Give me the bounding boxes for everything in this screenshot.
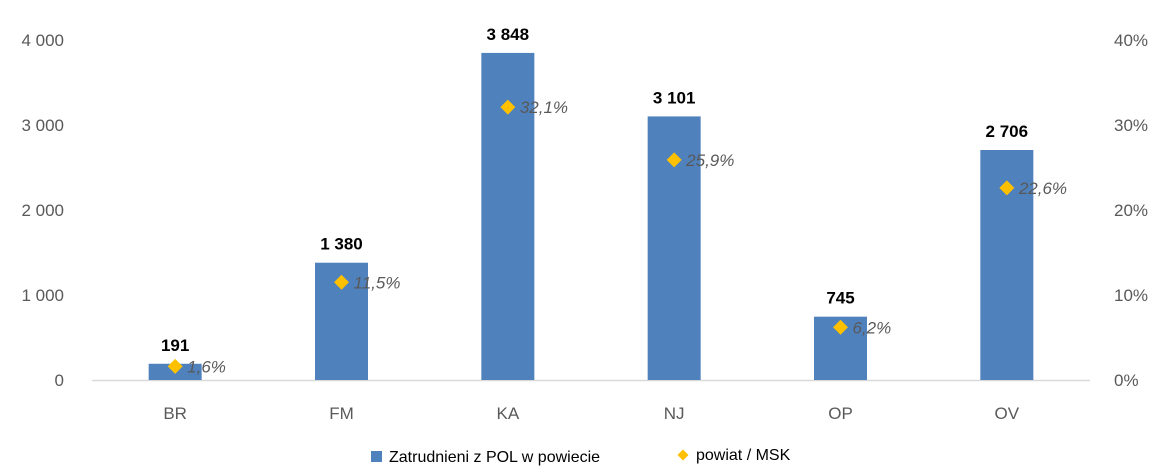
point-fm (334, 274, 349, 290)
y-right-tick-label: 0% (1114, 371, 1139, 390)
y-left-tick-label: 4 000 (21, 31, 64, 50)
point-nj (666, 152, 682, 168)
y-left-tick-label: 0 (55, 371, 64, 390)
point-value-label: 11,5% (354, 273, 401, 292)
y-left-tick-label: 1 000 (21, 286, 64, 305)
point-ka (500, 99, 516, 115)
bars: 191 1 380 3 848 3 101 745 2 706 (148, 25, 1034, 381)
x-tick-label: NJ (664, 404, 685, 423)
x-tick-label: OV (995, 404, 1020, 423)
bar-value-label: 2 706 (986, 122, 1029, 141)
x-tick-label: OP (828, 404, 853, 423)
point-ov (999, 180, 1015, 196)
y-left-tick-label: 3 000 (21, 116, 64, 135)
x-tick-label: KA (496, 404, 519, 423)
point-br (167, 358, 183, 374)
legend-point-swatch (677, 449, 689, 461)
points: 1,6% 11,5% 32,1% 25,9% 6,2% 22,6% (167, 98, 1067, 376)
point-value-label: 25,9% (685, 151, 734, 170)
y-right-tick-label: 30% (1114, 116, 1148, 135)
y-right-tick-label: 20% (1114, 201, 1148, 220)
y-right-tick-label: 40% (1114, 31, 1148, 50)
bar-value-label: 1 380 (320, 235, 363, 254)
x-tick-label: BR (163, 404, 187, 423)
legend-bar-label: Zatrudnieni z POL w powiecie (389, 449, 600, 466)
point-value-label: 6,2% (853, 318, 892, 337)
bar-value-label: 3 101 (653, 88, 696, 107)
legend-bar-swatch (371, 451, 382, 462)
legend: Zatrudnieni z POL w powiecie powiat / MSK (371, 447, 791, 466)
point-op (833, 319, 848, 335)
point-value-label: 22,6% (1018, 179, 1067, 198)
y-right-tick-label: 10% (1114, 286, 1148, 305)
y-left-tick-label: 2 000 (21, 201, 64, 220)
legend-point-label: powiat / MSK (696, 447, 791, 464)
bar-value-label: 191 (161, 336, 189, 355)
axes: 0 1 000 2 000 3 000 4 000 0% 10% 20% 30% 40% BR FM K… (21, 31, 1148, 423)
point-value-label: 1,6% (187, 357, 226, 376)
x-tick-label: FM (329, 404, 354, 423)
point-value-label: 32,1% (520, 98, 568, 117)
bar-value-label: 745 (826, 289, 854, 308)
bar-value-label: 3 848 (487, 25, 530, 44)
